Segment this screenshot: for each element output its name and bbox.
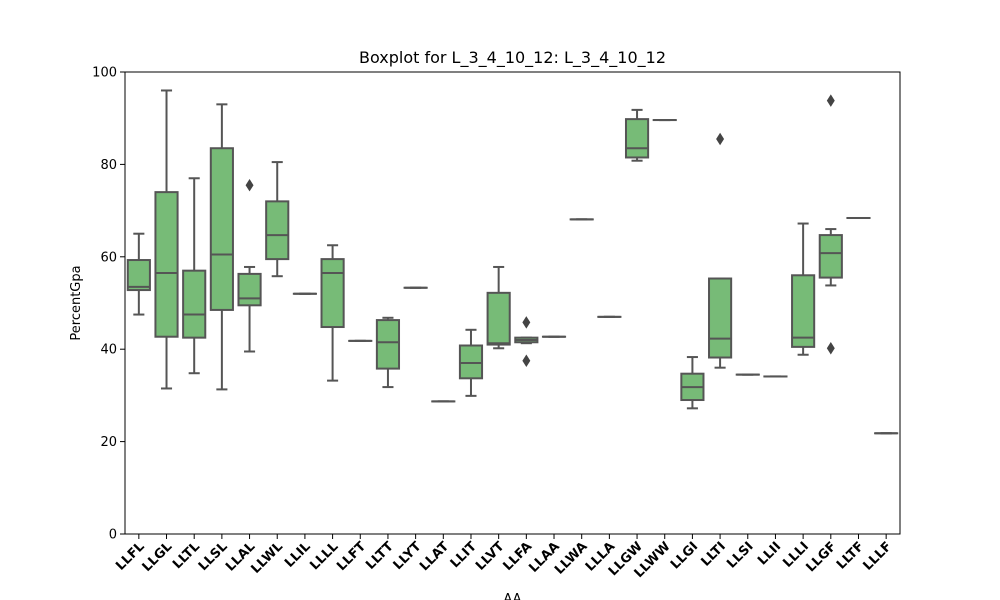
- x-tick-label: LLLF: [861, 539, 895, 573]
- box-llgf: [818, 94, 843, 355]
- y-tick-label: 40: [100, 343, 117, 358]
- y-tick-label: 20: [100, 435, 117, 450]
- iqr-box: [818, 234, 843, 279]
- box-lltl: [182, 177, 207, 375]
- box-llfl: [126, 232, 151, 316]
- outlier-point: [826, 342, 835, 355]
- x-tick-label: LLGL: [140, 539, 176, 575]
- x-tick-label: LLGI: [668, 539, 701, 572]
- x-tick-label: LLYT: [391, 539, 425, 573]
- x-tick-label: LLTI: [698, 539, 728, 569]
- iqr-box: [320, 258, 345, 329]
- x-tick-label: LLII: [755, 539, 784, 568]
- outlier-point: [716, 132, 725, 146]
- box-llvt: [486, 265, 511, 350]
- box-llli: [791, 222, 816, 356]
- iqr-box: [265, 200, 290, 261]
- iqr-box: [486, 291, 511, 346]
- box-lltt: [375, 316, 401, 389]
- x-tick-label: LLIL: [282, 539, 314, 571]
- iqr-box: [375, 319, 401, 370]
- x-tick-label: LLVT: [473, 539, 508, 574]
- outlier-point: [522, 316, 531, 329]
- box-llit: [458, 328, 484, 397]
- iqr-box: [791, 274, 816, 348]
- box-llal: [237, 178, 262, 353]
- y-axis-label: PercentGpa: [69, 265, 84, 340]
- box-llsl: [209, 103, 234, 391]
- outlier-point: [522, 354, 531, 367]
- box-llti: [708, 132, 733, 369]
- x-tick-label: LLTF: [834, 539, 867, 572]
- plot-frame: [124, 71, 901, 535]
- x-tick-label: LLTL: [170, 539, 203, 572]
- box-llgi: [680, 356, 705, 410]
- x-tick-label: LLWL: [248, 539, 286, 577]
- iqr-box: [209, 147, 234, 311]
- plot-area: [126, 89, 899, 435]
- outlier-point: [245, 178, 254, 192]
- x-tick-label: LLSI: [724, 539, 756, 571]
- iqr-box: [458, 344, 484, 380]
- y-axis: 0 20 40 60 80 100: [92, 66, 125, 543]
- y-tick-label: 60: [100, 250, 117, 265]
- y-tick-label: 100: [92, 66, 117, 81]
- box-llgl: [154, 89, 179, 390]
- iqr-box: [182, 269, 207, 339]
- iqr-box: [154, 191, 179, 338]
- chart-title: Boxplot for L_3_4_10_12: L_3_4_10_12: [359, 48, 666, 68]
- outlier-point: [826, 94, 835, 107]
- box-llgw: [624, 108, 650, 162]
- y-tick-label: 80: [100, 158, 117, 173]
- x-tick-label: LLSL: [196, 539, 231, 574]
- iqr-box: [624, 118, 650, 159]
- box-llwl: [265, 161, 290, 278]
- x-tick-label: LLLL: [307, 539, 341, 573]
- box-llfa: [514, 316, 539, 367]
- x-tick-label: LLFT: [334, 539, 369, 574]
- x-tick-label: LLAT: [417, 539, 452, 574]
- x-tick-label: LLTT: [363, 539, 397, 573]
- x-tick-label: LLGF: [803, 539, 839, 575]
- y-tick-label: 0: [109, 528, 117, 543]
- iqr-box: [126, 259, 151, 292]
- iqr-box: [708, 277, 733, 359]
- x-axis-label: AA: [503, 592, 521, 600]
- x-axis: LLFLLLGLLLTLLLSLLLALLLWLLLILLLLLLLFTLLTT…: [113, 534, 895, 581]
- iqr-box: [237, 272, 262, 307]
- box-llll: [320, 244, 345, 382]
